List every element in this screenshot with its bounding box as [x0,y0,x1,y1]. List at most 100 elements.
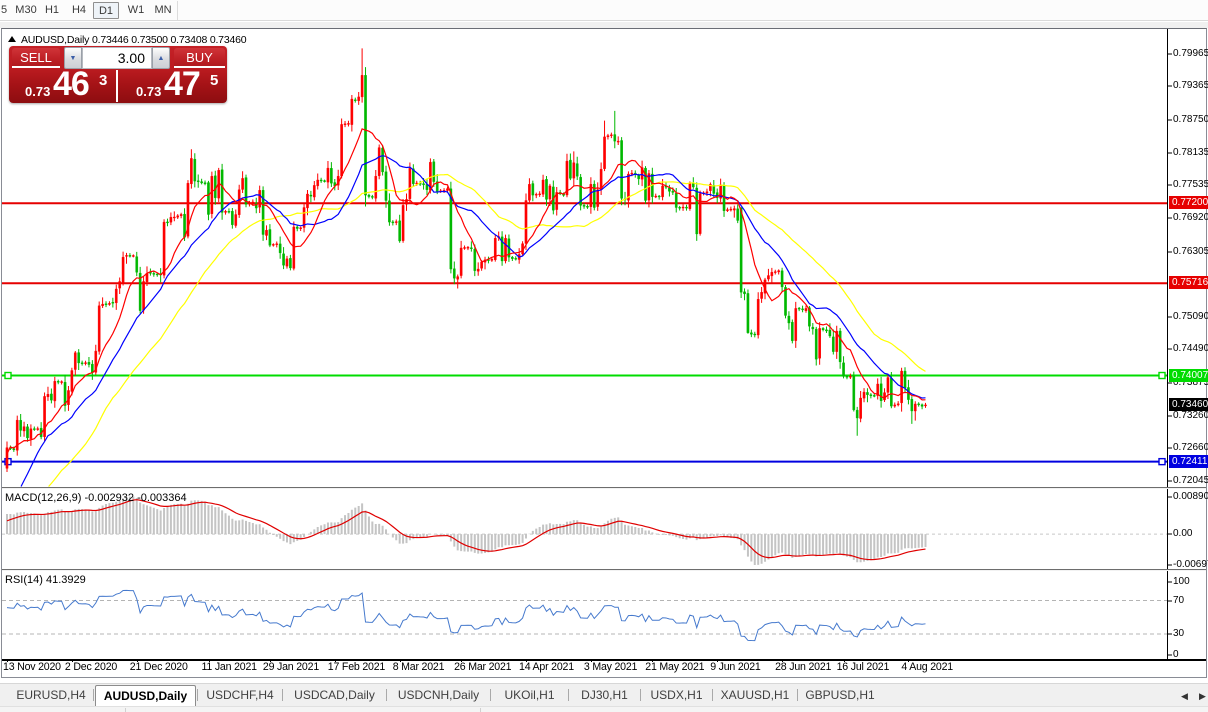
time-axis-line [2,659,1206,661]
timeframe-button-h1[interactable]: H1 [44,4,60,16]
tabs-scroll-right-icon[interactable]: ▶ [1199,691,1206,701]
one-click-trading-panel: SELL ▼ 3.00 ▲ BUY 0.73 46 3 0.73 47 5 [9,46,227,103]
tab-separator [490,689,491,701]
price-axis-label: 0.79965 [1173,47,1208,59]
tab-separator [282,689,283,701]
chart-tab-usdchf-h4[interactable]: USDCHF,H4 [206,688,274,702]
time-axis-tick [717,659,719,662]
time-axis-tick [269,659,271,662]
sell-price-display[interactable]: 0.73 46 3 [9,65,116,103]
chart-tab-gbpusd-h1[interactable]: GBPUSD,H1 [805,688,875,702]
chart-tab-eurusd-h4[interactable]: EURUSD,H4 [16,688,86,702]
price-axis-tick [1168,85,1172,87]
buy-button[interactable]: BUY [174,48,225,68]
price-axis-label: 0.79365 [1173,80,1208,92]
timeframe-button-h4[interactable]: H4 [71,4,87,16]
tab-separator [386,689,387,701]
price-axis-label: 0.78750 [1173,113,1208,125]
price-axis-label: 0.73875 [1173,376,1208,388]
time-axis-tick [652,659,654,662]
time-axis-label: 26 Mar 2021 [454,661,512,673]
price-axis-line [1167,29,1168,661]
timeframe-button-d1[interactable]: D1 [93,2,119,19]
macd-indicator-label: MACD(12,26,9) -0.002932 -0.003364 [5,492,187,504]
chart-ohlc-values: 0.73446 0.73500 0.73408 0.73460 [92,33,247,46]
rsi-axis-label: 70 [1173,594,1185,606]
tab-separator [640,689,641,701]
chart-tab-usdx-h1[interactable]: USDX,H1 [650,688,703,702]
time-axis-tick [526,659,527,662]
chart-symbol-label: AUDUSD,Daily [21,33,90,46]
macd-axis-tick [1168,496,1172,497]
timeframe-button-mn[interactable]: MN [154,4,172,16]
tabs-scroll-left-icon[interactable]: ◀ [1181,691,1188,701]
rsi-axis-tick [1168,600,1172,602]
time-axis-label: 8 Mar 2021 [392,661,445,673]
hline-handle[interactable] [1158,371,1166,380]
price-axis-tick [1168,119,1172,121]
sell-price-big: 46 [53,65,90,103]
price-axis-tick [1168,217,1172,219]
price-axis-label: 0.72045 [1173,475,1208,487]
trade-panel-divider [116,70,118,102]
time-axis-label: 4 Aug 2021 [901,661,954,673]
toolbar-separator [177,1,178,20]
current-price-label: 0.73460 [1169,398,1208,412]
macd-histogram [6,496,927,565]
tab-separator [197,689,198,701]
rsi-indicator-label: RSI(14) 41.3929 [5,574,86,586]
bear-candle-bodies [9,75,924,450]
sell-button[interactable]: SELL [12,48,60,68]
chart-tab-audusd-daily[interactable]: AUDUSD,Daily [95,685,196,706]
rsi-line [6,589,926,642]
ma-slow-line [48,173,926,487]
hline-handle[interactable] [4,371,12,380]
price-chart-canvas[interactable] [2,29,1206,677]
time-axis-tick [7,659,8,662]
ma-mid-line [20,155,926,487]
time-axis-label: 21 Dec 2020 [129,661,188,673]
timeframe-button-5[interactable]: 5 [0,4,8,16]
macd-axis-label: 0.008903 [1173,490,1208,502]
price-axis-tick [1168,53,1172,55]
chart-tab-usdcad-daily[interactable]: USDCAD,Daily [294,688,375,702]
macd-axis-tick [1168,533,1172,535]
chart-tab-dj30-h1[interactable]: DJ30,H1 [581,688,628,702]
buy-price-sup: 5 [210,72,219,89]
rsi-axis-tick [1168,654,1172,656]
volume-increase-button[interactable]: ▲ [152,47,170,69]
time-axis-tick [399,659,401,662]
timeframe-button-m30[interactable]: M30 [15,4,37,16]
chart-plot-area [2,29,1206,677]
buy-price-display[interactable]: 0.73 47 5 [118,65,227,103]
status-strip [0,706,1208,712]
chart-tab-ukoil-h1[interactable]: UKOil,H1 [504,688,555,702]
toolbar-gap [0,22,1208,28]
chart-tab-usdcnh-daily[interactable]: USDCNH,Daily [397,688,480,702]
chart-tab-xauusd-h1[interactable]: XAUUSD,H1 [720,688,790,702]
macd-axis-tick [1168,564,1172,566]
time-axis-label: 9 Jun 2021 [710,661,761,673]
collapse-panel-icon[interactable] [8,36,16,42]
time-axis-label: 17 Feb 2021 [327,661,386,673]
timeframe-button-w1[interactable]: W1 [127,4,145,16]
rsi-panel-separator[interactable] [2,569,1206,571]
rsi-axis-label: 100 [1173,575,1190,587]
buy-price-small: 0.73 [136,84,162,99]
volume-input[interactable]: 3.00 [82,47,152,69]
tab-separator [568,689,569,701]
bull-candle-wicks [6,48,926,473]
bear-candle-wicks [9,67,923,452]
hline-price-label: 0.72411 [1169,454,1208,468]
price-axis-tick [1168,382,1172,384]
price-axis-tick [1168,251,1172,252]
macd-panel-separator[interactable] [2,487,1206,489]
price-axis-label: 0.73260 [1173,409,1208,421]
rsi-axis-tick [1168,581,1172,582]
price-axis-label: 0.74490 [1173,343,1208,355]
volume-decrease-button[interactable]: ▼ [64,47,82,69]
hline-handle[interactable] [1158,457,1166,466]
time-axis-tick [590,659,592,662]
ma-fast-line [6,128,926,455]
